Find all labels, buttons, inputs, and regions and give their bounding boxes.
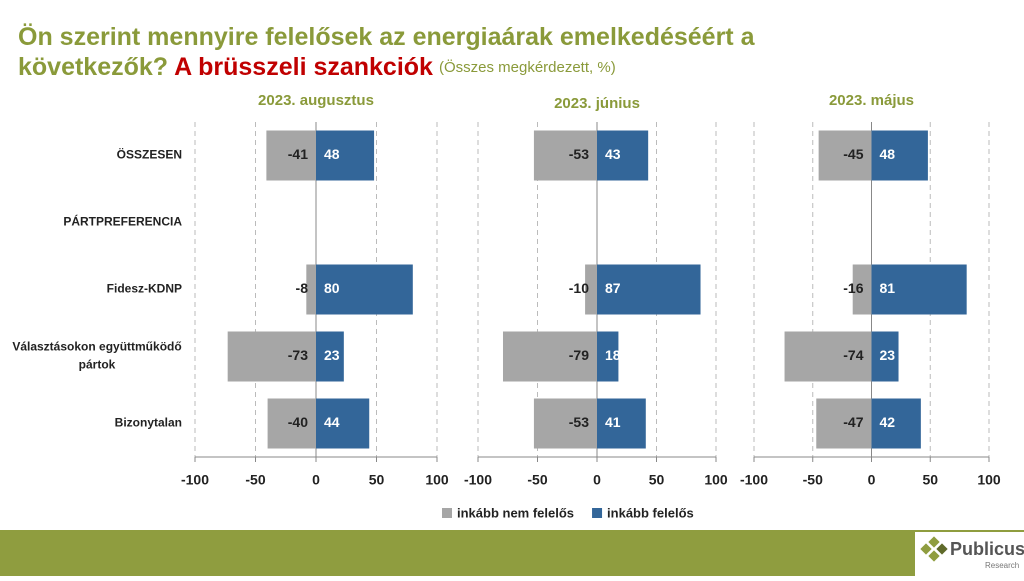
x-tick-label: -50 — [803, 472, 823, 488]
logo-tagline: Research — [985, 561, 1019, 570]
bar — [533, 398, 597, 449]
value-label: 43 — [605, 146, 621, 162]
value-label: -53 — [569, 414, 589, 430]
bar — [585, 264, 597, 315]
title-line: Ön szerint mennyire felelősek az energia… — [18, 22, 756, 81]
value-label: 48 — [880, 146, 896, 162]
bar — [316, 130, 375, 181]
category-label: ÖSSZESEN — [117, 147, 182, 162]
bar — [852, 264, 872, 315]
value-label: -8 — [296, 280, 309, 296]
logo-icon — [920, 536, 948, 562]
logo-name: Publicus — [950, 539, 1024, 559]
bar — [784, 331, 872, 382]
value-label: -41 — [288, 146, 308, 162]
bar — [871, 130, 928, 181]
value-label: -10 — [569, 280, 589, 296]
value-label: -53 — [569, 146, 589, 162]
value-label: -47 — [843, 414, 863, 430]
value-label: 18 — [605, 347, 621, 363]
value-label: 23 — [880, 347, 896, 363]
value-label: 42 — [880, 414, 896, 430]
value-label: 87 — [605, 280, 621, 296]
legend-label: inkább nem felelős — [457, 505, 574, 520]
value-label: 81 — [880, 280, 896, 296]
x-tick-label: 100 — [704, 472, 728, 488]
value-label: -40 — [288, 414, 308, 430]
panel-title: 2023. augusztus — [258, 92, 374, 109]
value-label: 44 — [324, 414, 340, 430]
bar — [818, 130, 872, 181]
x-tick-label: 100 — [425, 472, 449, 488]
value-label: -45 — [843, 146, 863, 162]
bar — [306, 264, 316, 315]
bar — [597, 331, 619, 382]
subtitle: (Összes megkérdezett, %) — [439, 58, 616, 76]
footer-band — [0, 530, 1024, 576]
category-line: Választásokon együttműködő — [12, 340, 181, 354]
value-label: -16 — [843, 280, 863, 296]
value-label: 23 — [324, 347, 340, 363]
x-tick-label: -50 — [527, 472, 547, 488]
title-part: következők? — [18, 53, 168, 81]
category-label: Fidesz-KDNP — [107, 282, 182, 296]
bar — [871, 331, 899, 382]
value-label: -74 — [843, 347, 863, 363]
x-tick-label: 50 — [922, 472, 938, 488]
bar — [316, 264, 413, 315]
x-tick-label: -100 — [181, 472, 209, 488]
bar — [266, 130, 316, 181]
bar — [816, 398, 872, 449]
x-tick-label: 0 — [312, 472, 320, 488]
x-tick-label: 50 — [649, 472, 665, 488]
bar — [597, 264, 701, 315]
panel-title: 2023. június — [554, 95, 640, 112]
legend-swatch — [592, 508, 603, 518]
bar — [316, 331, 344, 382]
value-label: 48 — [324, 146, 340, 162]
bar — [316, 398, 370, 449]
category-line: pártok — [79, 358, 116, 372]
bar — [502, 331, 597, 382]
panel-title: 2023. május — [829, 92, 914, 109]
x-tick-label: 0 — [593, 472, 601, 488]
highlight: A brüsszeli szankciók — [174, 53, 433, 81]
bar — [597, 130, 649, 181]
legend-label: inkább felelős — [607, 505, 694, 520]
category-label: Választásokon együttműködő pártok — [12, 340, 181, 372]
bar — [267, 398, 316, 449]
x-tick-label: -100 — [740, 472, 768, 488]
value-label: -73 — [288, 347, 308, 363]
bar — [533, 130, 597, 181]
legend-swatch — [442, 508, 452, 518]
x-tick-label: 100 — [977, 472, 1001, 488]
value-label: -79 — [569, 347, 589, 363]
value-label: 41 — [605, 414, 621, 430]
x-tick-label: 0 — [868, 472, 876, 488]
title-part: Ön szerint mennyire felelősek az energia… — [18, 22, 756, 51]
bar — [597, 398, 646, 449]
x-tick-label: 50 — [369, 472, 385, 488]
category-label: Bizonytalan — [115, 416, 182, 430]
bar — [227, 331, 316, 382]
x-tick-label: -100 — [464, 472, 492, 488]
category-label: PÁRTPREFERENCIA — [63, 214, 182, 229]
bar — [871, 398, 921, 449]
value-label: 80 — [324, 280, 340, 296]
x-tick-label: -50 — [245, 472, 265, 488]
bar — [871, 264, 967, 315]
